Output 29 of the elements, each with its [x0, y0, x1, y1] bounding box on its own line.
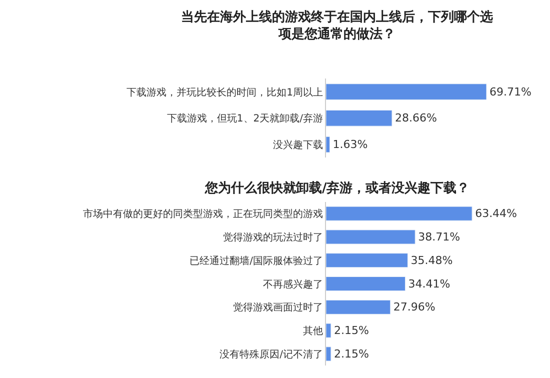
chart-title: 当先在海外上线的游戏终于在国内上线后，下列哪个选项是您通常的做法？: [181, 9, 493, 42]
data-label: 34.41%: [408, 277, 450, 290]
y-tick-label: 已经通过翻墙/国际服体验过了: [190, 254, 323, 267]
data-label: 27.96%: [393, 300, 436, 314]
data-label: 63.44%: [475, 207, 518, 220]
data-label: 2.15%: [334, 324, 369, 338]
chart-title: 您为什么很快就卸载/弃游，或者没兴趣下载？: [204, 180, 470, 196]
y-tick-label: 没兴趣下载: [273, 139, 323, 152]
data-label: 2.15%: [334, 347, 369, 360]
y-tick-label: 不再感兴趣了: [263, 278, 323, 290]
bar: [326, 276, 406, 292]
bar: [326, 206, 472, 221]
bar: [326, 346, 332, 362]
y-tick-label: 下载游戏，但玩1、2天就卸载/弃游: [166, 112, 323, 125]
data-label: 28.66%: [394, 112, 437, 125]
bar: [326, 323, 332, 338]
data-label: 38.71%: [418, 230, 460, 244]
bar: [326, 253, 408, 268]
y-tick-label: 市场中有做的更好的同类型游戏，正在玩同类型的游戏: [83, 208, 323, 220]
data-label: 1.63%: [332, 138, 368, 152]
bar: [326, 230, 416, 244]
y-tick-label: 觉得游戏的玩法过时了: [223, 231, 323, 244]
y-tick-label: 没有特殊原因/记不清了: [220, 348, 323, 360]
y-tick-label: 其他: [303, 325, 323, 338]
y-tick-label: 下载游戏，并玩比较长的时间，比如1周以上: [126, 86, 323, 98]
data-label: 69.71%: [490, 85, 532, 98]
y-tick-label: 觉得游戏画面过时了: [233, 302, 323, 314]
data-label: 35.48%: [410, 254, 453, 267]
bar: [326, 300, 391, 314]
